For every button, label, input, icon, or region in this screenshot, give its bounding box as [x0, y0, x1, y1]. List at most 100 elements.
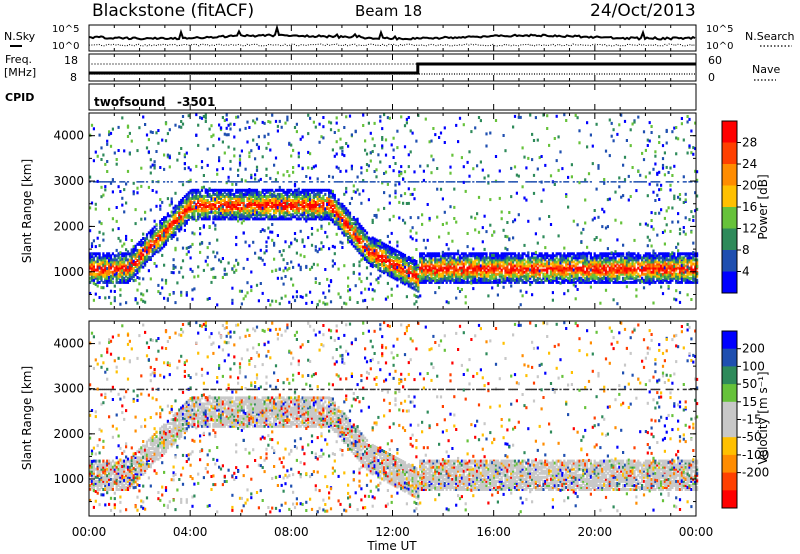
power-cell [123, 276, 126, 280]
power-cell [491, 233, 494, 237]
power-cell [561, 167, 564, 171]
power-cell [314, 201, 317, 204]
power-cell [208, 207, 211, 211]
power-cell [599, 238, 602, 242]
power-cell [405, 256, 408, 260]
power-cell [117, 264, 120, 268]
power-cell [100, 258, 103, 262]
power-cell [345, 209, 348, 213]
power-cell [356, 234, 359, 238]
power-cell [375, 254, 378, 258]
power-cell [388, 116, 391, 120]
power-cell [134, 244, 137, 248]
power-cell [337, 267, 340, 271]
power-cell [409, 129, 412, 133]
power-cell [519, 115, 522, 119]
power-cell [468, 270, 471, 274]
power-cell [574, 264, 577, 268]
power-cell [240, 149, 243, 153]
power-cell [538, 280, 541, 284]
power-cell [417, 295, 420, 299]
power-cell [474, 266, 477, 270]
power-cell [379, 259, 382, 262]
power-cell [157, 244, 160, 248]
power-cell [536, 268, 539, 272]
power-cell [257, 213, 260, 217]
power-cell [145, 146, 149, 150]
power-cell [510, 252, 513, 256]
power-cell [233, 201, 236, 204]
power-cell [377, 255, 380, 259]
power-cell [540, 260, 543, 264]
power-cell [436, 272, 439, 276]
power-cell [487, 262, 490, 266]
power-cell [419, 274, 422, 278]
power-cell [132, 250, 135, 254]
power-cell [189, 178, 192, 182]
power-cell [559, 150, 562, 154]
power-cell [445, 264, 448, 268]
power-cell [637, 278, 640, 282]
power-cell [563, 268, 566, 272]
power-cell [428, 260, 431, 264]
power-cell [421, 264, 424, 268]
power-cell [123, 149, 126, 153]
power-cell [225, 181, 228, 185]
power-cell [415, 238, 418, 242]
power-cell [280, 203, 283, 207]
power-cell [394, 252, 397, 256]
power-cell [322, 136, 325, 140]
power-cell [274, 209, 278, 213]
power-cell [381, 127, 384, 131]
power-cell [466, 276, 469, 280]
power-cell [180, 203, 183, 206]
power-cell [548, 278, 551, 282]
power-cell [494, 258, 498, 262]
power-cell [153, 248, 156, 252]
power-cell [371, 137, 374, 141]
power-cell [193, 287, 196, 291]
power-cell [235, 215, 238, 219]
power-cell [352, 232, 355, 236]
power-cell [151, 250, 154, 253]
power-cell [113, 270, 116, 274]
power-cell [290, 215, 293, 219]
power-cell [161, 240, 164, 244]
power-cell [293, 205, 297, 209]
power-cell [561, 266, 564, 270]
power-cell [297, 196, 300, 200]
power-cell [371, 259, 374, 262]
power-cell [476, 254, 479, 258]
power-cell [265, 201, 268, 204]
power-cell [350, 133, 353, 137]
power-cell [411, 272, 414, 276]
power-cell [542, 235, 545, 239]
power-cell [599, 252, 602, 256]
power-cell [415, 268, 418, 272]
power-cell [299, 192, 302, 196]
power-cell [483, 256, 486, 260]
power-cell [400, 253, 403, 257]
power-cell [181, 199, 185, 203]
power-cell [405, 121, 408, 125]
power-cell [472, 254, 475, 258]
power-cell [627, 174, 630, 178]
power-cell [551, 291, 554, 295]
power-cell [377, 258, 380, 261]
power-cell [422, 270, 425, 274]
power-cell [159, 228, 162, 232]
power-cell [455, 258, 458, 262]
power-cell [407, 280, 410, 284]
power-cell [269, 194, 272, 198]
power-cell [513, 252, 517, 256]
power-cell [119, 260, 122, 264]
power-cell [383, 172, 386, 175]
power-cell [305, 209, 308, 213]
power-cell [345, 223, 348, 227]
power-cell [529, 260, 532, 264]
power-cell [202, 194, 205, 198]
power-cell [347, 209, 350, 213]
power-cell [278, 201, 281, 204]
power-cell [195, 164, 198, 168]
power-cell [519, 303, 522, 307]
